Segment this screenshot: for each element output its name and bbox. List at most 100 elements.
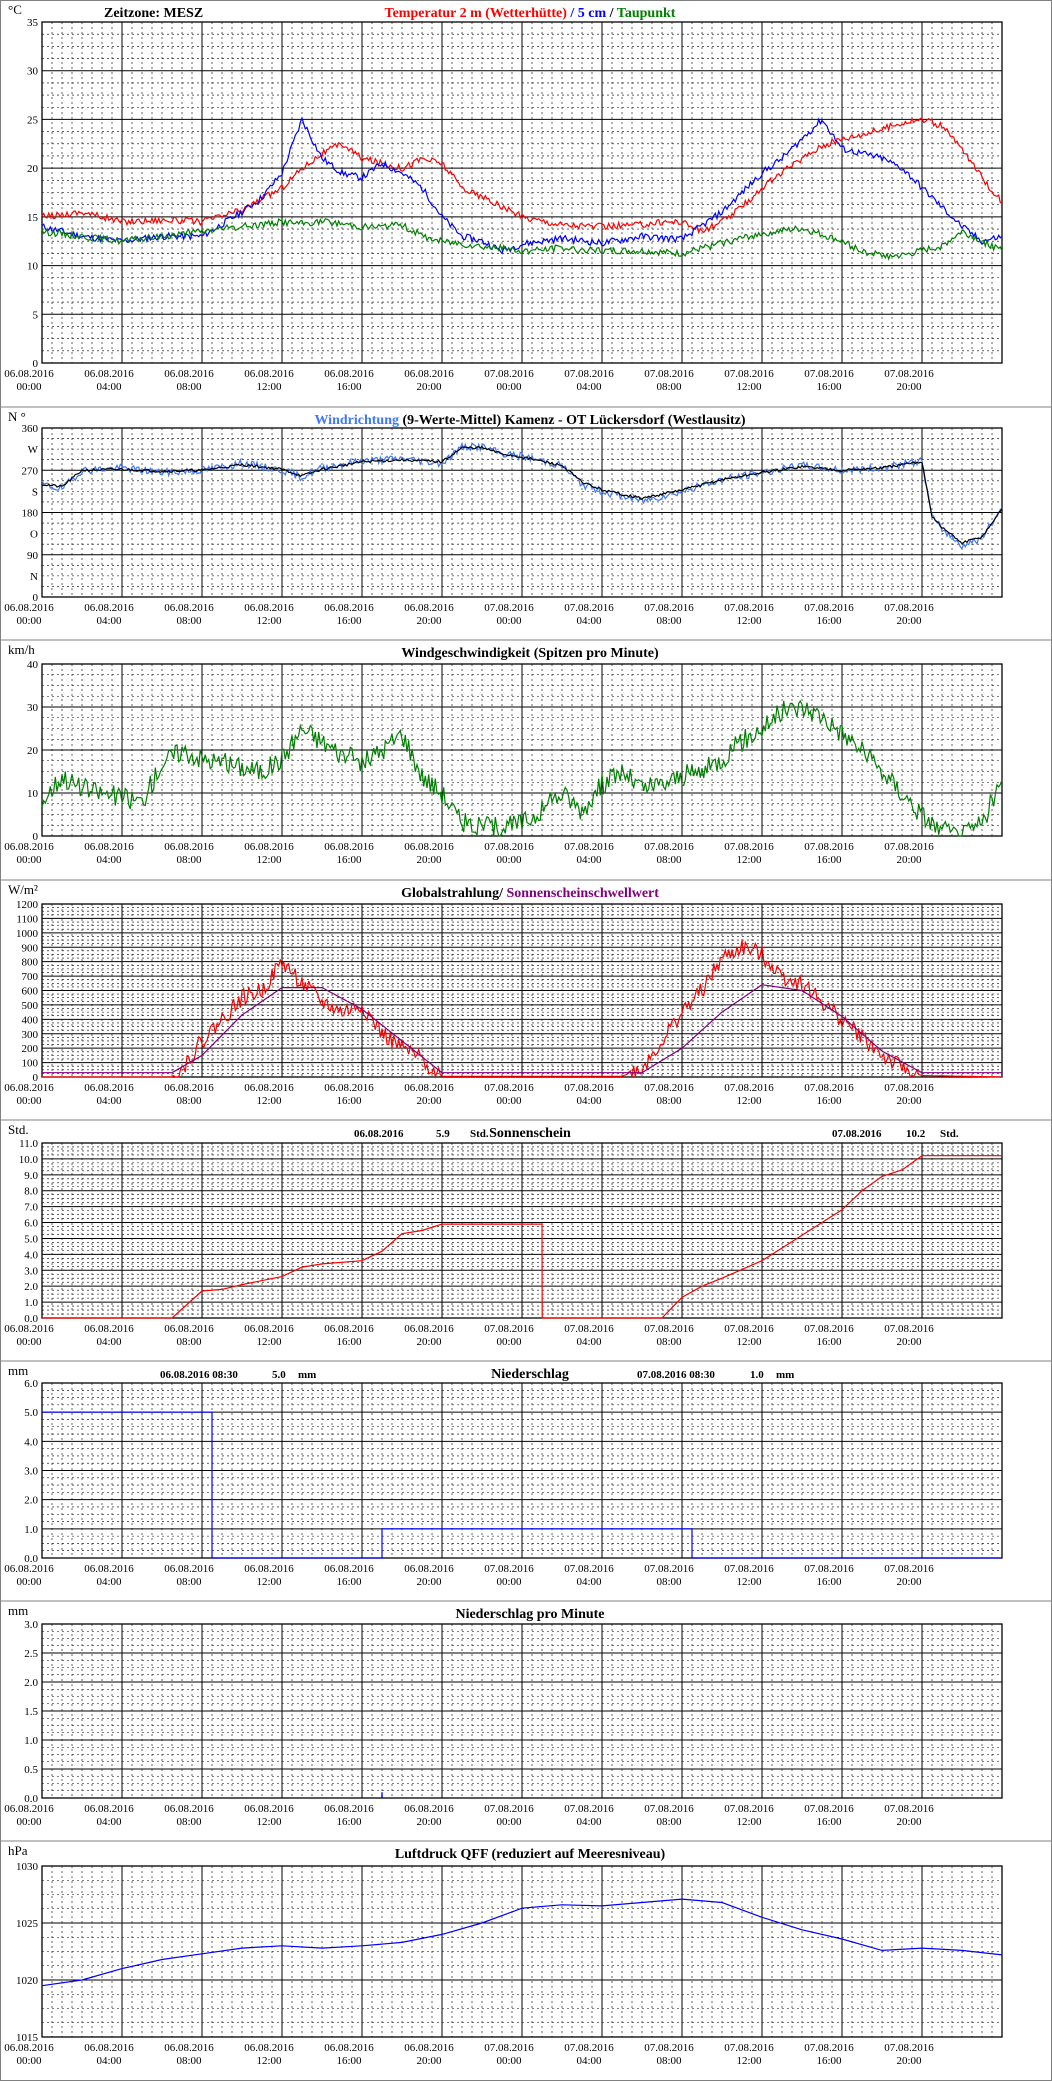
y-tick-label: 8.0 [24, 1186, 38, 1198]
y-tick-label: 30 [27, 66, 39, 78]
x-tick-date: 06.08.2016 [84, 2042, 134, 2054]
x-tick-time: 20:00 [896, 1576, 922, 1588]
x-tick-date: 06.08.2016 [164, 1563, 214, 1575]
info-label: Std. [470, 1128, 489, 1140]
x-tick-time: 20:00 [416, 1095, 442, 1107]
x-tick-date: 06.08.2016 [244, 1803, 294, 1815]
x-tick-time: 08:00 [656, 854, 682, 866]
x-tick-time: 12:00 [256, 381, 282, 393]
x-tick-date: 07.08.2016 [884, 368, 934, 380]
y-tick-label: 6.0 [24, 1378, 38, 1390]
x-tick-date: 06.08.2016 [84, 1323, 134, 1335]
x-tick-time: 00:00 [16, 2055, 42, 2067]
y-tick-label: 200 [22, 1043, 39, 1055]
y-tick-label: 0 [33, 358, 39, 370]
x-tick-date: 07.08.2016 [644, 1082, 694, 1094]
x-tick-time: 00:00 [16, 1816, 42, 1828]
x-tick-time: 12:00 [256, 1336, 282, 1348]
x-tick-date: 07.08.2016 [804, 368, 854, 380]
y-tick-label: 3.0 [24, 1265, 38, 1277]
x-tick-date: 06.08.2016 [4, 1803, 54, 1815]
y-tick-label: 0.0 [24, 1313, 38, 1325]
x-tick-time: 08:00 [176, 381, 202, 393]
x-tick-time: 16:00 [336, 615, 362, 627]
x-tick-date: 07.08.2016 [564, 602, 614, 614]
x-tick-date: 07.08.2016 [484, 1082, 534, 1094]
x-tick-time: 00:00 [496, 1816, 522, 1828]
y-tick-label: 2.0 [24, 1677, 38, 1689]
x-tick-date: 07.08.2016 [804, 2042, 854, 2054]
title-part: (9-Werte-Mittel) [399, 413, 502, 428]
x-tick-time: 00:00 [496, 2055, 522, 2067]
y-tick-label: 5 [33, 309, 39, 321]
x-tick-date: 06.08.2016 [324, 1803, 374, 1815]
x-tick-date: 06.08.2016 [4, 2042, 54, 2054]
y-tick-label: 0 [33, 1072, 39, 1084]
x-tick-time: 08:00 [176, 615, 202, 627]
x-tick-date: 07.08.2016 [804, 1803, 854, 1815]
title-part: Luftdruck QFF (reduziert auf Meeresnivea… [395, 1847, 666, 1862]
x-tick-time: 00:00 [496, 1336, 522, 1348]
x-tick-time: 12:00 [736, 1095, 762, 1107]
x-tick-date: 06.08.2016 [4, 368, 54, 380]
series-line-globalstrahlung [42, 940, 1002, 1079]
x-tick-time: 12:00 [256, 1576, 282, 1588]
x-tick-date: 06.08.2016 [4, 1082, 54, 1094]
x-tick-date: 06.08.2016 [404, 1082, 454, 1094]
plot-frame [41, 21, 1003, 364]
x-tick-time: 16:00 [816, 381, 842, 393]
series-line-taupunkt [41, 217, 1003, 261]
x-tick-time: 12:00 [736, 1576, 762, 1588]
x-tick-date: 07.08.2016 [804, 841, 854, 853]
x-tick-date: 06.08.2016 [324, 602, 374, 614]
x-tick-date: 06.08.2016 [164, 1082, 214, 1094]
x-tick-date: 06.08.2016 [244, 1323, 294, 1335]
x-tick-date: 06.08.2016 [244, 2042, 294, 2054]
plot-frame [41, 663, 1003, 837]
chart-temperature: 05101520253035°C06.08.201600:0006.08.201… [4, 2, 1003, 393]
x-tick-time: 12:00 [736, 2055, 762, 2067]
x-tick-date: 06.08.2016 [324, 1563, 374, 1575]
series-line-temperatur-2-m-wetterh-tte- [41, 117, 1003, 235]
x-tick-time: 04:00 [576, 1095, 602, 1107]
x-tick-time: 12:00 [736, 1336, 762, 1348]
series-line-sonnenschein [42, 1155, 1002, 1319]
x-tick-time: 16:00 [816, 615, 842, 627]
x-tick-date: 07.08.2016 [484, 368, 534, 380]
y-tick-label: 4.0 [24, 1249, 38, 1261]
y-tick-label: 1.0 [24, 1297, 38, 1309]
chart-precipitation: 0.01.02.03.04.05.06.0mm06.08.201600:0006… [4, 1363, 1003, 1588]
x-tick-time: 20:00 [896, 1336, 922, 1348]
x-tick-date: 06.08.2016 [84, 368, 134, 380]
x-tick-date: 07.08.2016 [644, 841, 694, 853]
y-tick-label: 2.0 [24, 1281, 38, 1293]
x-tick-time: 20:00 [416, 854, 442, 866]
x-tick-time: 20:00 [416, 1576, 442, 1588]
x-tick-date: 07.08.2016 [484, 2042, 534, 2054]
x-tick-date: 07.08.2016 [564, 1082, 614, 1094]
info-label: 1.0 [750, 1369, 764, 1381]
x-tick-date: 06.08.2016 [404, 1323, 454, 1335]
chart-title: Niederschlag [491, 1367, 569, 1382]
x-tick-date: 07.08.2016 [884, 2042, 934, 2054]
chart-title: Sonnenschein [489, 1126, 571, 1141]
title-part: Globalstrahlung/ [401, 886, 506, 901]
x-tick-time: 20:00 [416, 1336, 442, 1348]
series-line-luftdruck-qff [41, 1898, 1003, 1987]
y-unit-label: km/h [8, 642, 35, 657]
title-part: Niederschlag [491, 1367, 569, 1382]
series-line-niederschlag [42, 1411, 1002, 1559]
chart-title: Temperatur 2 m (Wetterhütte) / 5 cm / Ta… [385, 6, 676, 21]
x-tick-date: 06.08.2016 [244, 368, 294, 380]
x-tick-time: 20:00 [896, 1095, 922, 1107]
plot-frame [41, 1142, 1003, 1319]
y-tick-label: 1025 [16, 1918, 39, 1930]
y-unit-label: mm [8, 1603, 28, 1618]
x-tick-time: 16:00 [816, 854, 842, 866]
x-tick-time: 04:00 [96, 1336, 122, 1348]
x-tick-date: 07.08.2016 [724, 1563, 774, 1575]
plot-frame [41, 903, 1003, 1078]
y-tick-label: 11.0 [19, 1138, 38, 1150]
x-tick-time: 04:00 [96, 615, 122, 627]
y-tick-label: 2.5 [24, 1648, 38, 1660]
